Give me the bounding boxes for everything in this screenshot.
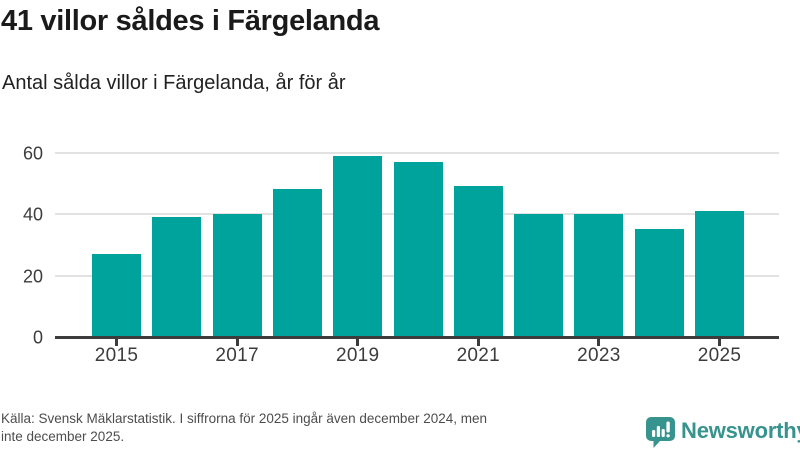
bar-2021 [453,186,503,337]
brand-wordmark: Newsworthy [681,418,800,443]
bar-2017 [212,214,262,337]
x-tick [597,339,601,346]
x-tick-label: 2025 [697,345,742,366]
y-tick-label: 60 [22,143,43,163]
x-tick [115,339,118,346]
source-note: Källa: Svensk Mäklarstatistik. I siffror… [1,410,487,445]
x-tick [356,339,360,346]
bar-2015 [92,254,141,337]
page-title: 41 villor såldes i Färgelanda [1,5,380,37]
bar-2025 [695,211,744,337]
x-tick [476,339,480,346]
bar-2019 [333,156,383,337]
y-tick-label: 20 [22,266,43,286]
x-tick-label: 2021 [456,345,501,366]
x-tick-label: 2015 [94,345,139,366]
bar-chart: 0 20 40 60 2015 2017 2019 2021 2023 2025 [22,133,779,366]
source-note-line2: inte december 2025. [1,428,125,444]
chart-subtitle: Antal sålda villor i Färgelanda, år för … [2,72,346,94]
x-tick-label: 2023 [577,345,621,366]
bar-2016 [152,217,202,337]
plot-area [55,133,779,337]
bar-2020 [393,162,443,337]
source-note-line1: Källa: Svensk Mäklarstatistik. I siffror… [1,411,487,426]
newsworthy-logo-icon [644,414,677,448]
bar-2023 [574,214,624,337]
bar-2022 [514,214,564,337]
x-tick-label: 2017 [215,345,259,366]
x-tick-label: 2019 [335,345,380,366]
x-axis-line [55,336,779,339]
newsworthy-logo[interactable]: Newsworthy [644,414,800,448]
y-tick-label: 0 [32,327,43,348]
bar-2024 [634,229,684,337]
y-tick-label: 40 [22,204,43,225]
gridline [55,151,779,154]
x-tick [235,339,239,346]
bar-2018 [272,189,322,337]
x-tick [718,339,721,346]
